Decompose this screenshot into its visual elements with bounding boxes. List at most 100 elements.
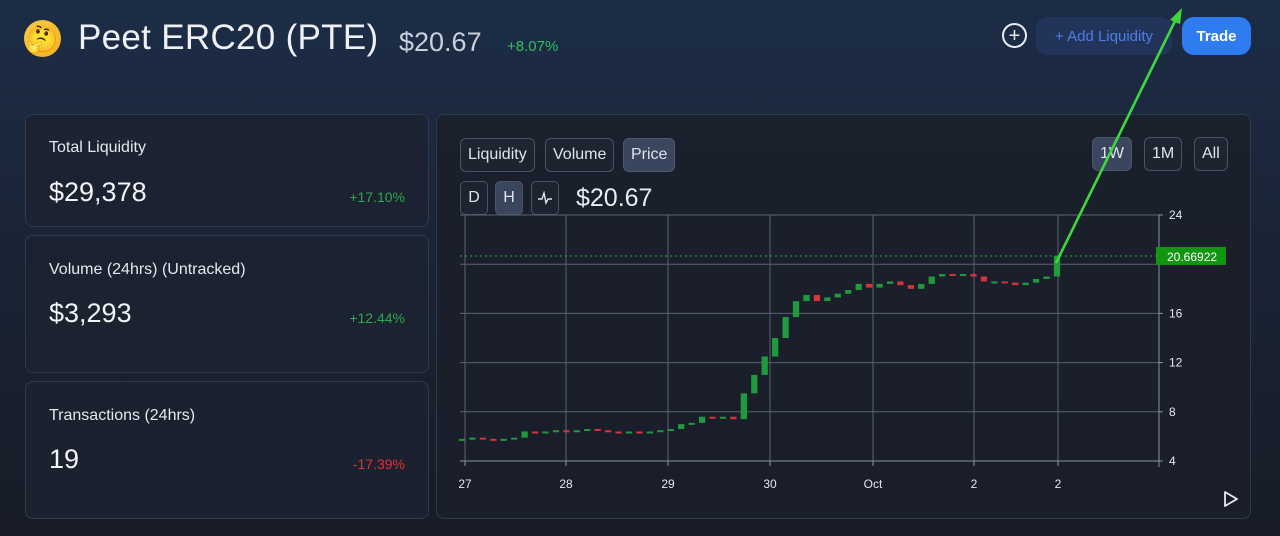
stat-change: +12.44% — [349, 310, 405, 326]
candle-up — [1043, 276, 1050, 279]
stat-change: +17.10% — [349, 189, 405, 205]
chart-current-price: $20.67 — [576, 184, 653, 212]
candle-up — [573, 430, 580, 433]
stat-label: Volume (24hrs) (Untracked) — [49, 261, 246, 278]
stat-value: 19 — [49, 444, 80, 474]
tab-liquidity[interactable]: Liquidity — [460, 138, 535, 172]
candle-down — [594, 429, 601, 432]
stat-value: $29,378 — [49, 177, 147, 207]
candle-up — [918, 283, 925, 289]
x-tick-label: 28 — [559, 477, 573, 491]
candle-up — [625, 431, 633, 434]
x-tick-label: 27 — [458, 477, 472, 491]
token-name: Peet ERC20 (PTE) — [78, 18, 379, 57]
candle-up — [458, 438, 466, 441]
y-tick-label: 4 — [1169, 454, 1176, 468]
candle-up — [500, 438, 507, 441]
candle-up — [886, 281, 894, 284]
candlestick-chart[interactable]: 4 8 12 16 24 27 28 29 30 Oct 2 2 20.66922 — [437, 115, 1252, 520]
token-avatar-icon: 🤔 — [24, 20, 61, 57]
candle-down — [730, 416, 737, 420]
candle-down — [636, 431, 643, 434]
candle-down — [479, 437, 487, 440]
candle-up — [667, 429, 674, 432]
y-tick-label: 8 — [1169, 405, 1176, 419]
x-tick-label: Oct — [864, 477, 883, 491]
candle-up — [855, 283, 862, 291]
candle-up — [469, 437, 476, 440]
candle-up — [657, 430, 664, 433]
candle-up — [772, 338, 779, 357]
candle-down — [907, 285, 914, 289]
add-to-watchlist-icon[interactable]: + — [1002, 23, 1027, 48]
candle-up — [959, 274, 967, 277]
candle-up — [584, 429, 591, 432]
trade-button[interactable]: Trade — [1182, 17, 1251, 55]
candle-up — [876, 283, 883, 288]
token-price-change: +8.07% — [507, 38, 559, 55]
candle-up — [1053, 255, 1061, 277]
candle-down — [1012, 282, 1019, 286]
candle-up — [845, 290, 852, 294]
candle-up — [698, 416, 706, 423]
candle-up — [824, 297, 831, 302]
candle-up — [542, 431, 549, 434]
candle-down — [980, 276, 988, 282]
line-chart-icon — [538, 191, 552, 205]
candle-down — [709, 416, 716, 419]
candle-down — [813, 294, 821, 302]
y-tick-label: 12 — [1169, 356, 1183, 370]
page-header: 🤔 Peet ERC20 (PTE) $20.67 +8.07% + + Add… — [0, 0, 1280, 80]
add-liquidity-button[interactable]: + Add Liquidity — [1036, 17, 1172, 55]
candle-up — [719, 416, 727, 419]
x-tick-label: 29 — [661, 477, 675, 491]
candle-up — [782, 317, 789, 338]
range-all-button[interactable]: All — [1194, 137, 1228, 171]
candle-down — [531, 431, 539, 434]
last-price-tag-label: 20.66922 — [1167, 250, 1217, 264]
tab-price[interactable]: Price — [623, 138, 676, 172]
candle-up — [834, 293, 841, 298]
play-icon[interactable] — [1223, 490, 1239, 508]
candle-up — [1032, 278, 1040, 283]
tab-volume[interactable]: Volume — [545, 138, 615, 172]
candle-up — [678, 424, 685, 430]
candle-up — [751, 374, 758, 394]
candle-down — [865, 283, 873, 288]
candle-down — [897, 281, 904, 286]
total-liquidity-card: Total Liquidity $29,378 +17.10% — [25, 114, 429, 227]
stat-label: Transactions (24hrs) — [49, 407, 196, 424]
candle-up — [688, 422, 695, 425]
x-tick-label: 2 — [1055, 477, 1062, 491]
candle-down — [1001, 281, 1008, 284]
transactions-card: Transactions (24hrs) 19 -17.39% — [25, 381, 429, 519]
candle-up — [939, 274, 946, 277]
candle-down — [605, 430, 612, 433]
candle-up — [761, 356, 768, 375]
candle-up — [1022, 282, 1029, 286]
candle-up — [511, 437, 518, 440]
candle-up — [646, 431, 654, 434]
candle-up — [740, 393, 747, 420]
stat-value: $3,293 — [49, 298, 132, 328]
candle-down — [949, 274, 956, 277]
stat-label: Total Liquidity — [49, 139, 146, 156]
x-tick-label: 2 — [971, 477, 978, 491]
candle-up — [792, 301, 800, 318]
candle-up — [803, 294, 810, 302]
volume-card: Volume (24hrs) (Untracked) $3,293 +12.44… — [25, 235, 429, 373]
y-tick-label: 16 — [1169, 306, 1183, 320]
y-tick-label: 24 — [1169, 208, 1183, 222]
stat-change: -17.39% — [352, 456, 405, 472]
candle-up — [991, 281, 998, 284]
candle-down — [970, 274, 977, 277]
candle-up — [552, 430, 560, 433]
token-price: $20.67 — [399, 27, 482, 57]
price-chart-panel: Liquidity Volume Price D H $20.67 1W 1M … — [436, 114, 1251, 519]
candle-up — [928, 276, 935, 284]
candle-down — [615, 431, 622, 434]
x-tick-label: 30 — [763, 477, 777, 491]
candle-down — [563, 430, 570, 433]
candle-down — [490, 438, 497, 441]
candle-up — [521, 431, 528, 438]
